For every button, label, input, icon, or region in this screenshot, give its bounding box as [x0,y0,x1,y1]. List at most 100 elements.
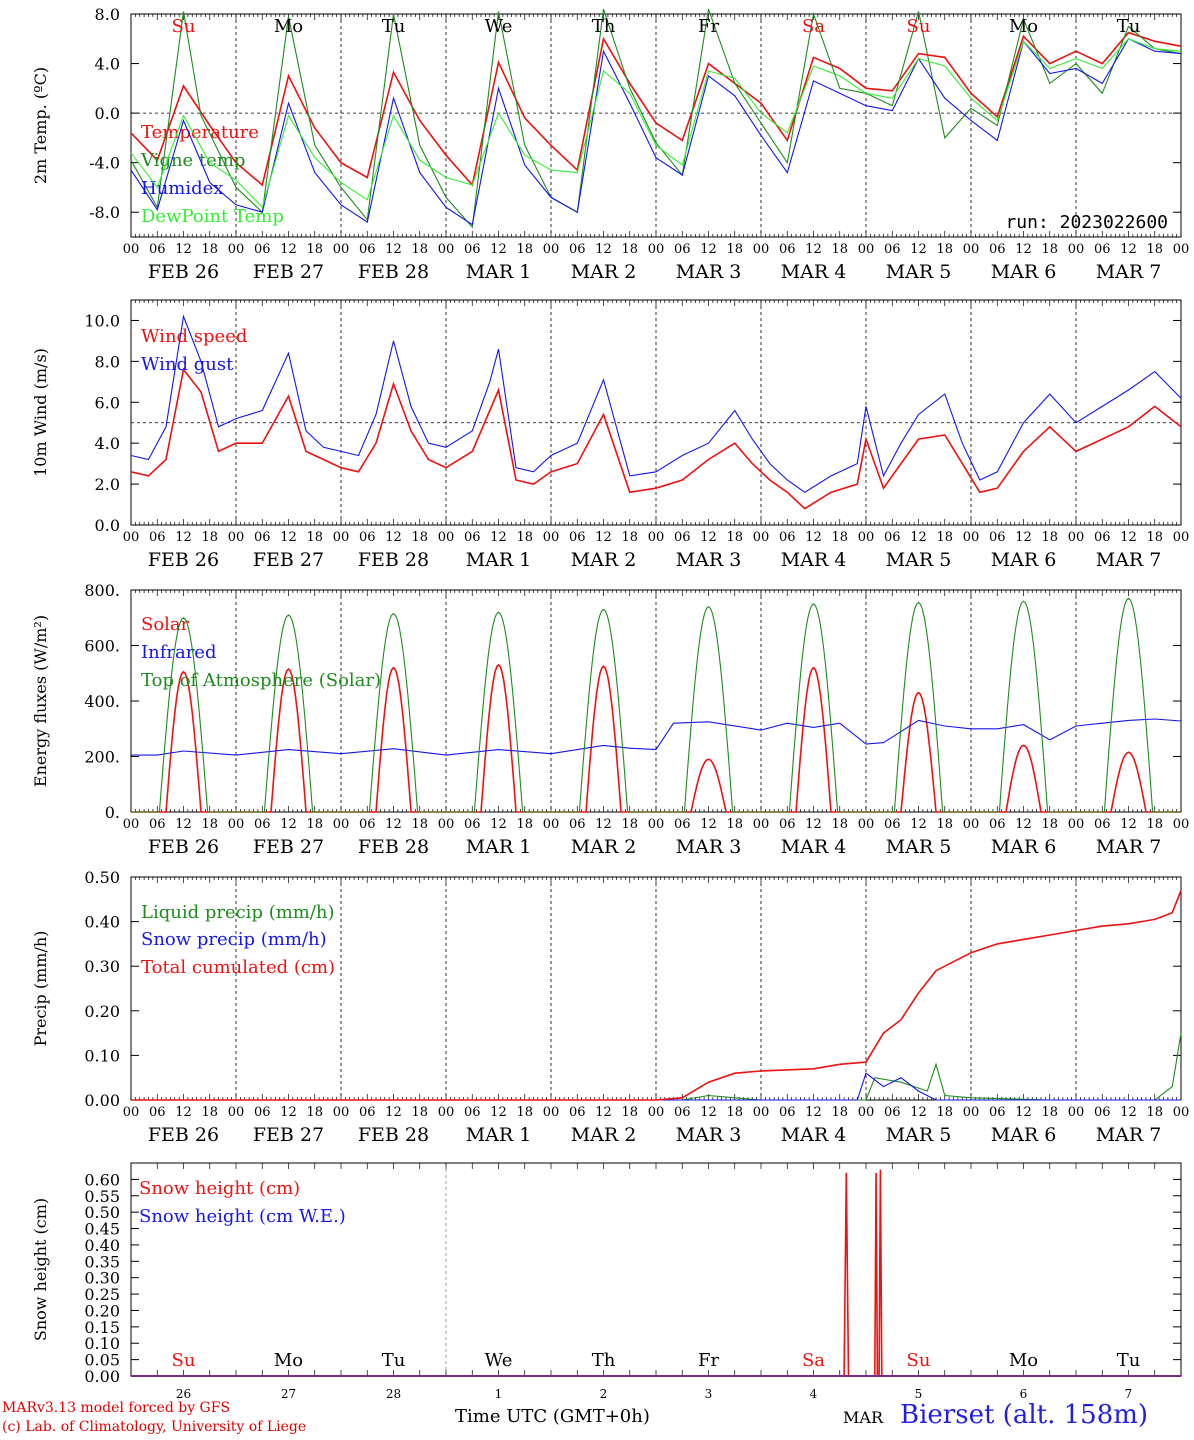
y-tick-label: 0.15 [84,1318,120,1337]
x-hour-label: 18 [201,1105,218,1120]
y-tick-label: 0.20 [84,1301,120,1320]
plot-frame [130,299,1182,526]
x-date-label: MAR 4 [781,1124,847,1146]
x-hour-label: 06 [359,242,376,257]
y-tick-label: 800. [84,581,120,600]
x-date-label: MAR 6 [991,836,1057,858]
x-day-number: 7 [1125,1387,1133,1401]
y-tick-label: 0.10 [84,1334,120,1353]
x-hour-label: 06 [149,817,166,832]
x-hour-label: 12 [385,1105,402,1120]
weekday-label: Mo [1009,1350,1038,1371]
station-label: Bierset (alt. 158m) [900,1400,1149,1430]
panel-1: 8.0 4.0 0.0 -4.0 -8.0 2m Temp. (ºC) Temperatur… [31,5,1189,283]
x-hour-label: 12 [1120,817,1137,832]
x-hour-label: 18 [1041,1105,1058,1120]
x-hour-label: 12 [175,530,192,545]
x-hour-label: 18 [621,817,638,832]
x-hour-label: 00 [1173,242,1190,257]
panel-5: 0.600.550.500.450.400.350.300.250.200.15… [31,1162,1182,1401]
x-hour-label: 06 [779,242,796,257]
x-hour-label: 00 [963,817,980,832]
y-tick-label: 0.30 [84,957,120,976]
weekday-label: Tu [382,16,406,37]
x-date-label: MAR 7 [1096,1124,1162,1146]
x-hour-label: 00 [123,1105,140,1120]
y-tick-label: -8.0 [89,203,120,222]
x-hour-label: 06 [464,817,481,832]
series-line-snow-precip-mm-h- [131,1072,1181,1101]
x-hour-label: 00 [648,242,665,257]
legend-entry: Liquid precip (mm/h) [141,902,335,923]
x-hour-label: 00 [753,242,770,257]
x-hour-label: 12 [490,530,507,545]
y-tick-label: 0.00 [84,1367,120,1386]
x-hour-label: 12 [700,242,717,257]
x-hour-label: 12 [805,242,822,257]
x-date-label: MAR 1 [466,549,532,571]
x-hour-label: 12 [280,530,297,545]
x-hour-label: 00 [123,530,140,545]
legend-entry: Vigne temp [140,150,245,171]
weekday-label: Tu [1117,1350,1141,1371]
legend-entry: Top of Atmosphere (Solar) [141,670,381,691]
x-date-label: MAR 6 [991,261,1057,283]
series-line-wind-speed [130,367,1182,510]
x-hour-label: 18 [411,242,428,257]
x-hour-label: 00 [648,530,665,545]
y-tick-label: 8.0 [95,352,120,371]
weekday-label: Tu [382,1350,406,1371]
x-hour-label: 18 [516,242,533,257]
y-tick-label: 0.60 [84,1170,120,1189]
x-date-label: FEB 27 [253,261,324,283]
weekday-label: Su [907,16,931,37]
weekday-label: Th [592,1350,616,1371]
x-hour-label: 18 [1146,817,1163,832]
x-date-label: FEB 28 [358,836,429,858]
x-date-label: FEB 26 [148,1124,219,1146]
series-line-humidex [130,38,1182,226]
x-day-number: 27 [281,1387,296,1401]
legend-entry: Snow precip (mm/h) [141,929,327,950]
x-hour-label: 18 [831,1105,848,1120]
x-hour-label: 00 [858,817,875,832]
x-day-number: 3 [705,1387,713,1401]
x-hour-label: 06 [884,817,901,832]
y-tick-label: 0.20 [84,1002,120,1021]
weekday-label: Fr [698,16,719,37]
x-hour-label: 00 [648,817,665,832]
legend-entry: Wind speed [141,326,247,347]
x-hour-label: 06 [1094,530,1111,545]
x-hour-label: 18 [936,242,953,257]
x-hour-label: 06 [779,817,796,832]
x-hour-label: 06 [254,530,271,545]
x-hour-label: 12 [175,1105,192,1120]
x-day-number: 6 [1020,1387,1028,1401]
x-hour-label: 18 [726,242,743,257]
x-hour-label: 06 [884,530,901,545]
x-date-label: MAR 2 [571,549,637,571]
x-hour-label: 00 [228,242,245,257]
x-hour-label: 18 [516,1105,533,1120]
lab-credit: (c) Lab. of Climatology, University of L… [2,1419,307,1435]
x-date-label: MAR 2 [571,836,637,858]
y-tick-label: 6.0 [95,393,120,412]
x-date-label: MAR 4 [781,836,847,858]
y-tick-label: 8.0 [95,5,120,24]
legend-entry: Total cumulated (cm) [141,957,335,978]
x-hour-label: 18 [1041,242,1058,257]
x-hour-label: 00 [963,530,980,545]
x-date-label: MAR 3 [676,261,742,283]
y-tick-label: 0.00 [84,1091,120,1110]
x-hour-label: 06 [569,817,586,832]
x-hour-label: 00 [753,530,770,545]
x-hour-label: 18 [1146,242,1163,257]
weekday-label: We [485,1350,513,1371]
legend-entry: Solar [141,614,190,635]
weekday-label: Fr [698,1350,719,1371]
x-hour-label: 18 [936,817,953,832]
x-date-label: MAR 4 [781,549,847,571]
x-hour-label: 06 [359,817,376,832]
x-hour-label: 06 [674,1105,691,1120]
